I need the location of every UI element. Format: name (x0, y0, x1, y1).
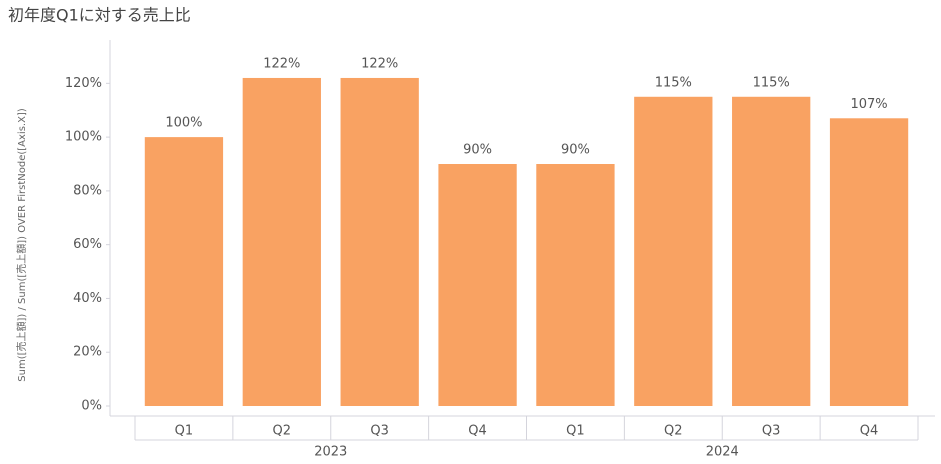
value-label: 100% (165, 116, 202, 131)
group-label: 2024 (706, 445, 739, 460)
value-label: 107% (850, 97, 887, 112)
chart-title: 初年度Q1に対する売上比 (8, 6, 191, 25)
y-axis-title: Sum([売上額]) / Sum([売上額]) OVER FirstNode([… (15, 108, 28, 382)
bar (732, 96, 811, 407)
value-label: 115% (655, 75, 692, 90)
bar (438, 164, 517, 406)
x-tick-label: Q3 (370, 424, 389, 439)
y-tick-label: 80% (73, 183, 102, 198)
value-label: 122% (263, 56, 300, 71)
x-tick-label: Q3 (762, 424, 781, 439)
value-label: 90% (561, 143, 590, 158)
bar (536, 164, 615, 406)
value-label: 90% (463, 143, 492, 158)
y-tick-label: 40% (73, 291, 102, 306)
x-tick-label: Q1 (566, 424, 585, 439)
x-tick-label: Q2 (273, 424, 292, 439)
value-label: 122% (361, 56, 398, 71)
bar (634, 96, 713, 407)
y-tick-label: 120% (65, 76, 102, 91)
y-tick-label: 0% (81, 399, 102, 414)
y-tick-label: 60% (73, 237, 102, 252)
y-tick-label: 20% (73, 345, 102, 360)
y-tick-label: 100% (65, 130, 102, 145)
bar (340, 77, 419, 406)
bar (242, 77, 321, 406)
bar (829, 118, 909, 407)
group-label: 2023 (314, 445, 347, 460)
x-tick-label: Q1 (175, 424, 194, 439)
x-tick-label: Q4 (860, 424, 879, 439)
bar (144, 137, 224, 406)
x-tick-label: Q4 (468, 424, 487, 439)
x-tick-label: Q2 (664, 424, 683, 439)
value-label: 115% (753, 75, 790, 90)
